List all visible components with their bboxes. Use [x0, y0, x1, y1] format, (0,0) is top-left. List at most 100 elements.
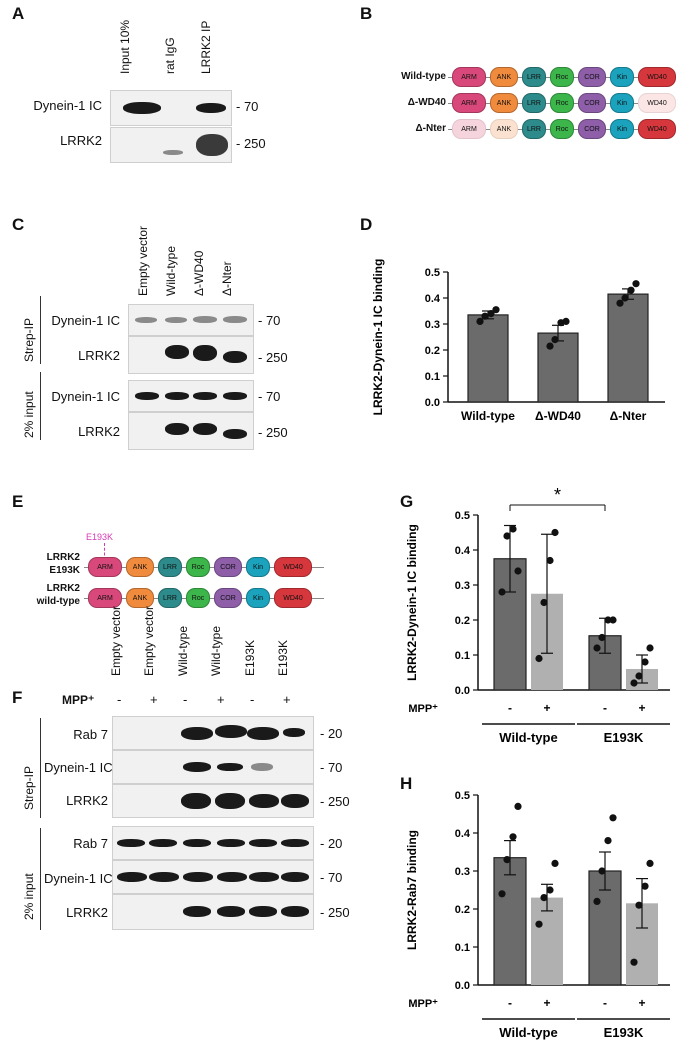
- y-tick-label: 0.2: [425, 345, 440, 357]
- mw-f-20-in: - 20: [320, 836, 343, 851]
- chart-d: 0.0 0.1 0.2 0.3 0.4 0.5 LRRK2-Dynein-1 IC bind…: [371, 259, 665, 423]
- construct-label-line: wild-type: [36, 596, 80, 607]
- domain-roc: Roc: [186, 557, 210, 577]
- mw-250: - 250: [236, 136, 266, 151]
- band: [217, 839, 245, 847]
- row-label-c-dynein-ip: Dynein-1 IC: [51, 313, 120, 328]
- group-label-f-input: 2% input: [22, 873, 36, 920]
- domain-roc: Roc: [550, 67, 574, 87]
- band: [165, 392, 189, 400]
- bracket-f-strep-ip: [40, 718, 41, 818]
- band: [193, 345, 217, 361]
- x-axis-label: MPP⁺: [408, 998, 438, 1010]
- row-label-f-dynein-ip: Dynein-1 IC: [44, 760, 113, 775]
- lane-label-f6: E193K: [276, 639, 290, 676]
- group-label: E193K: [604, 730, 644, 745]
- domain-cor: COR: [578, 119, 606, 139]
- domain-wd40: WD40: [638, 119, 676, 139]
- domain-row: ARM ANK LRR Roc COR Kin WD40: [84, 557, 324, 577]
- y-tick-label: 0.2: [455, 615, 470, 627]
- mpp-sign: +: [217, 692, 225, 707]
- band: [165, 317, 187, 323]
- data-point: [630, 679, 638, 687]
- band: [165, 423, 189, 435]
- blot-f-rab7-in: [112, 826, 314, 860]
- domain-ank: ANK: [126, 557, 154, 577]
- band: [181, 793, 211, 809]
- construct-label: Wild-type: [401, 71, 446, 82]
- band: [215, 725, 247, 738]
- domain-ank: ANK: [490, 93, 518, 113]
- x-tick-label: +: [543, 996, 550, 1010]
- group-label: Wild-type: [499, 730, 557, 745]
- bracket-input: [40, 372, 41, 440]
- domain-lrr: LRR: [158, 557, 182, 577]
- data-point: [562, 317, 570, 325]
- data-point: [621, 294, 629, 302]
- domain-kin: Kin: [246, 557, 270, 577]
- group-label: Wild-type: [499, 1025, 557, 1040]
- data-point: [593, 644, 601, 652]
- data-point: [546, 886, 554, 894]
- band: [123, 102, 161, 114]
- y-tick-label: 0.1: [455, 942, 470, 954]
- band: [183, 839, 211, 847]
- data-point: [551, 528, 559, 537]
- data-point: [546, 342, 554, 350]
- data-point: [604, 616, 612, 624]
- data-point: [492, 306, 500, 314]
- mpp-sign: +: [150, 692, 158, 707]
- band: [183, 906, 211, 917]
- lane-label-f5: E193K: [243, 639, 257, 676]
- band: [196, 134, 228, 156]
- y-tick-label: 0.2: [455, 904, 470, 916]
- y-tick-label: 0.5: [455, 790, 470, 802]
- band: [183, 762, 211, 772]
- data-point: [535, 920, 543, 928]
- domain-lrr: LRR: [522, 93, 546, 113]
- domain-arm: ARM: [452, 93, 486, 113]
- mw-f-70-in: - 70: [320, 870, 343, 885]
- row-label-f-lrrk2-in: LRRK2: [66, 905, 108, 920]
- y-tick-label: 0.5: [455, 510, 470, 522]
- lane-label-dwd40: Δ-WD40: [192, 250, 206, 296]
- band: [183, 872, 213, 882]
- domain-cor: COR: [578, 93, 606, 113]
- blot-a-dynein: [110, 90, 232, 126]
- significance-star: *: [554, 485, 561, 505]
- data-point: [509, 525, 517, 533]
- bar: [467, 314, 509, 403]
- panel-label-a: A: [12, 4, 25, 23]
- blot-a-lrrk2: [110, 127, 232, 163]
- domain-wd40: WD40: [638, 67, 676, 87]
- mpp-sign: +: [283, 692, 291, 707]
- band: [193, 392, 217, 400]
- blot-c-dynein-in: [128, 380, 254, 412]
- mw-f-250-in: - 250: [320, 905, 350, 920]
- panel-label-e: E: [12, 492, 24, 511]
- band: [196, 103, 226, 113]
- row-label-c-lrrk2-ip: LRRK2: [78, 348, 120, 363]
- domain-cor: COR: [214, 588, 242, 608]
- mpp-sign: -: [117, 692, 122, 707]
- group-label: E193K: [604, 1025, 644, 1040]
- data-point: [646, 859, 654, 867]
- panel-label-c: C: [12, 215, 25, 234]
- construct-label-line: E193K: [49, 565, 80, 576]
- band: [249, 872, 279, 882]
- domain-arm: ARM: [88, 557, 122, 577]
- bar: [607, 293, 649, 403]
- row-label-c-lrrk2-in: LRRK2: [78, 424, 120, 439]
- data-point: [514, 567, 522, 575]
- y-tick-label: 0.0: [455, 980, 470, 992]
- domain-row: ARM ANK LRR Roc COR Kin WD40: [448, 93, 676, 113]
- y-tick-label: 0.4: [455, 828, 471, 840]
- domain-kin: Kin: [610, 119, 634, 139]
- domain-kin: Kin: [610, 67, 634, 87]
- domain-roc: Roc: [550, 119, 574, 139]
- mw-c-250-in: - 250: [258, 425, 288, 440]
- data-point: [616, 299, 624, 307]
- bracket-f-input: [40, 828, 41, 930]
- domain-roc: Roc: [550, 93, 574, 113]
- lane-label-rat-igg: rat IgG: [163, 37, 177, 74]
